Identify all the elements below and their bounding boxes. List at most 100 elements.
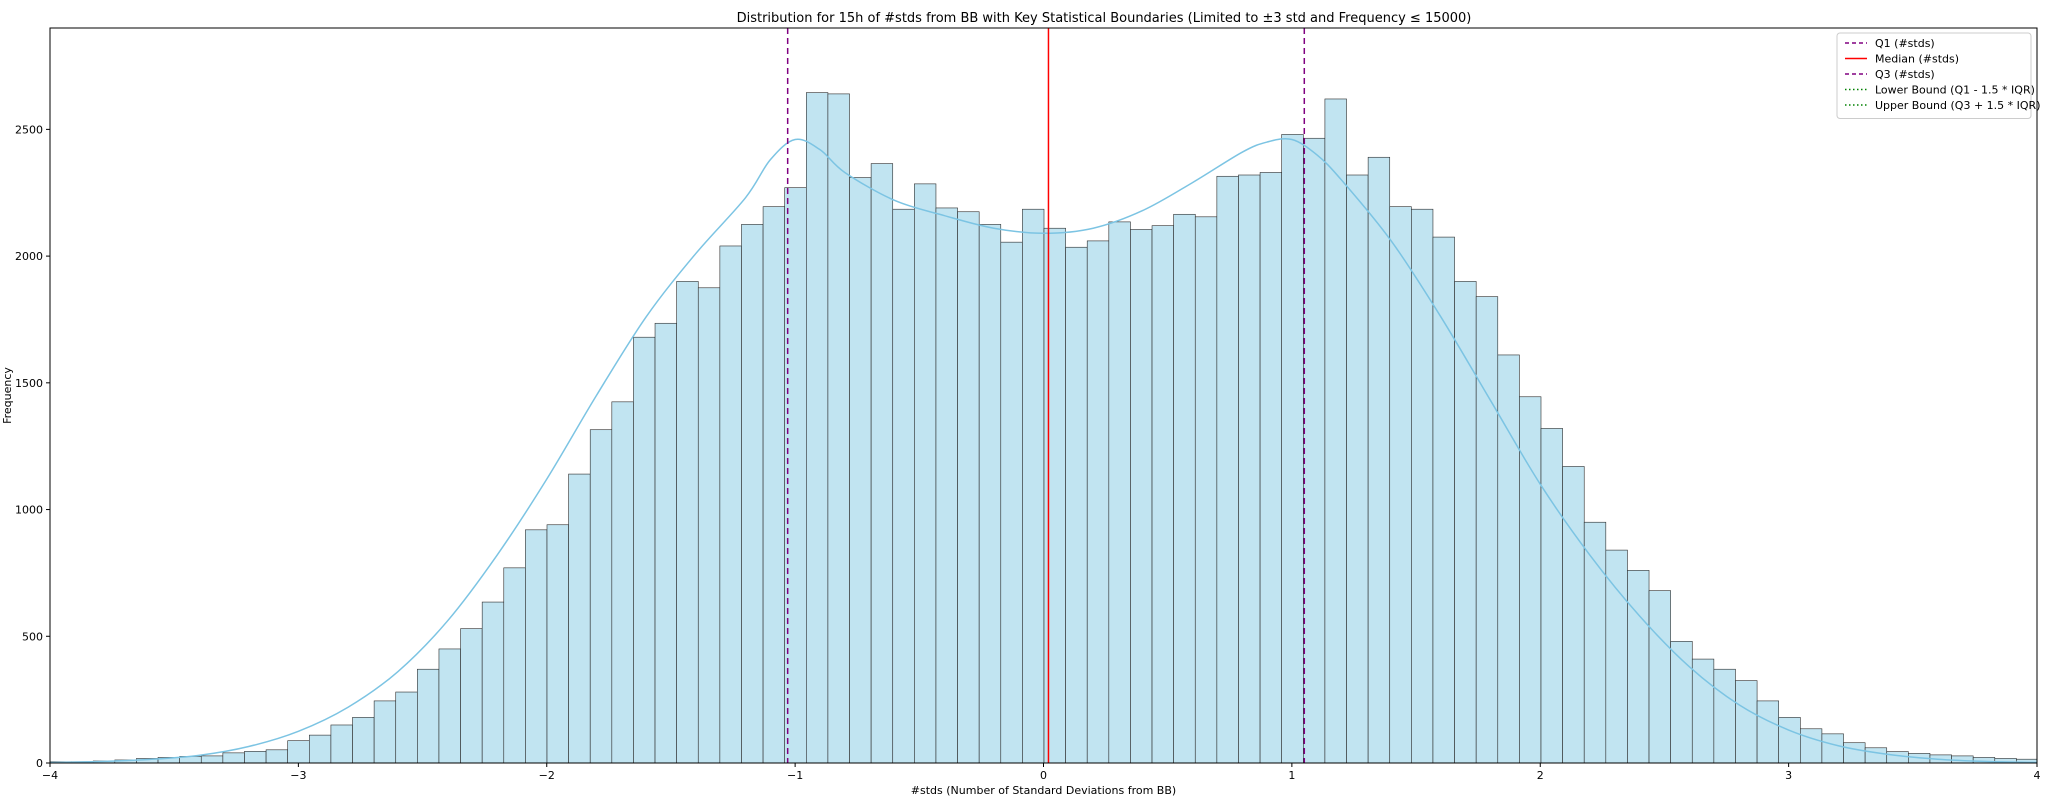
histogram-bar [1000,241,1023,763]
histogram-bar [1259,172,1282,763]
histogram-bar [352,717,375,763]
histogram-bar [546,524,569,763]
histogram-bar [633,336,656,763]
histogram-bar [1173,213,1196,763]
histogram-bar [200,755,224,763]
histogram-bar [1648,590,1671,763]
y-tick-label: 1000 [15,504,43,517]
x-tick-label: −2 [539,769,555,782]
histogram-bar [1086,240,1110,763]
y-tick-label: 2500 [15,123,43,136]
histogram-bar [762,206,785,763]
x-tick-label: 2 [1537,769,1544,782]
y-tick-label: 0 [36,757,43,770]
histogram-bar [244,751,267,763]
histogram-bar [1389,206,1412,763]
x-tick-label: 4 [2034,769,2041,782]
y-axis-label: Frequency [1,367,14,424]
histogram-bar [719,245,742,763]
y-tick-label: 2000 [15,250,43,263]
x-axis-label: #stds (Number of Standard Deviations fro… [911,784,1176,797]
histogram-bar [1778,717,1801,763]
histogram-bar [1216,175,1239,763]
x-tick-label: −3 [290,769,306,782]
legend-label-4: Upper Bound (Q3 + 1.5 * IQR) [1875,99,2040,112]
x-tick-label: 0 [1040,769,1047,782]
histogram-bar [978,224,1002,763]
histogram-bar [1411,208,1434,763]
histogram-bar [1130,229,1153,763]
histogram-bar [1303,137,1326,763]
histogram-bar [2016,758,2037,763]
histogram-bar [1583,521,1607,763]
legend-label-0: Q1 (#stds) [1875,37,1935,50]
histogram-bar [265,749,288,763]
histogram-bar [870,163,894,763]
plot-area [50,28,2037,763]
histogram-bar [1886,751,1909,763]
histogram-bar [1043,227,1066,763]
histogram-bar [1713,668,1736,763]
histogram-bar [438,648,461,763]
histogram-bar [1151,225,1174,763]
histogram-bar [1497,354,1520,763]
histogram-bar [417,668,440,763]
histogram-bar [1324,98,1347,763]
histogram-bar [503,567,526,763]
x-tick-label: −1 [787,769,803,782]
histogram-bar [1454,281,1477,763]
histogram-bar [827,93,850,763]
histogram-bar [1475,296,1499,763]
histogram-bar [1108,221,1131,763]
histogram-bar [1432,236,1455,763]
histogram-bar [568,473,591,763]
histogram-bar [222,752,245,763]
histogram-bar [1821,733,1844,763]
histogram-bar [1605,549,1628,763]
histogram-bar [1756,700,1779,763]
histogram-bar [1367,156,1391,763]
chart-title: Distribution for 15h of #stds from BB wi… [737,11,1472,26]
histogram-bar [525,529,548,763]
histogram-bar [741,224,764,763]
histogram-bar [957,211,980,763]
histogram-bar [849,177,872,763]
kde-curve [50,137,2037,763]
histogram-bar [1238,174,1261,763]
legend-box [1836,32,2032,119]
histogram-bar [1691,658,1715,763]
histogram-bar [935,207,958,763]
x-tick-label: 1 [1288,769,1295,782]
histogram-bar [914,183,937,763]
histogram-bar [1519,396,1542,763]
y-tick-label: 1500 [15,377,43,390]
legend: Q1 (#stds) Median (#stds) Q3 (#stds) Lower … [1836,32,2040,119]
histogram-bar [1843,742,1866,763]
y-axis: 0 500 1000 1500 2000 2500 [15,123,50,770]
histogram-bar [1562,466,1585,763]
legend-label-2: Q3 (#stds) [1875,68,1935,81]
histogram-bar [287,740,310,763]
histogram-bar [676,281,699,763]
histogram-bar [654,322,677,763]
y-tick-label: 500 [22,630,43,643]
x-tick-label: −4 [42,769,58,782]
histogram-bar [1735,680,1758,763]
histogram-bar [395,691,418,763]
histogram-bar [892,208,915,763]
histogram-bar [1194,216,1218,763]
histogram-bar [1022,208,1045,763]
legend-label-1: Median (#stds) [1875,53,1959,66]
histogram-bar [1346,174,1369,763]
histogram-bar [481,601,505,763]
histogram-bar [1540,428,1563,763]
histogram-bar [1864,747,1888,763]
histogram-bar [1799,728,1823,763]
histogram-bar [1065,246,1088,763]
legend-label-3: Lower Bound (Q1 - 1.5 * IQR) [1875,84,2035,97]
histogram-bar [1627,570,1650,763]
histogram-bar [697,287,721,763]
histogram-bar [806,92,829,763]
x-tick-label: 3 [1785,769,1792,782]
